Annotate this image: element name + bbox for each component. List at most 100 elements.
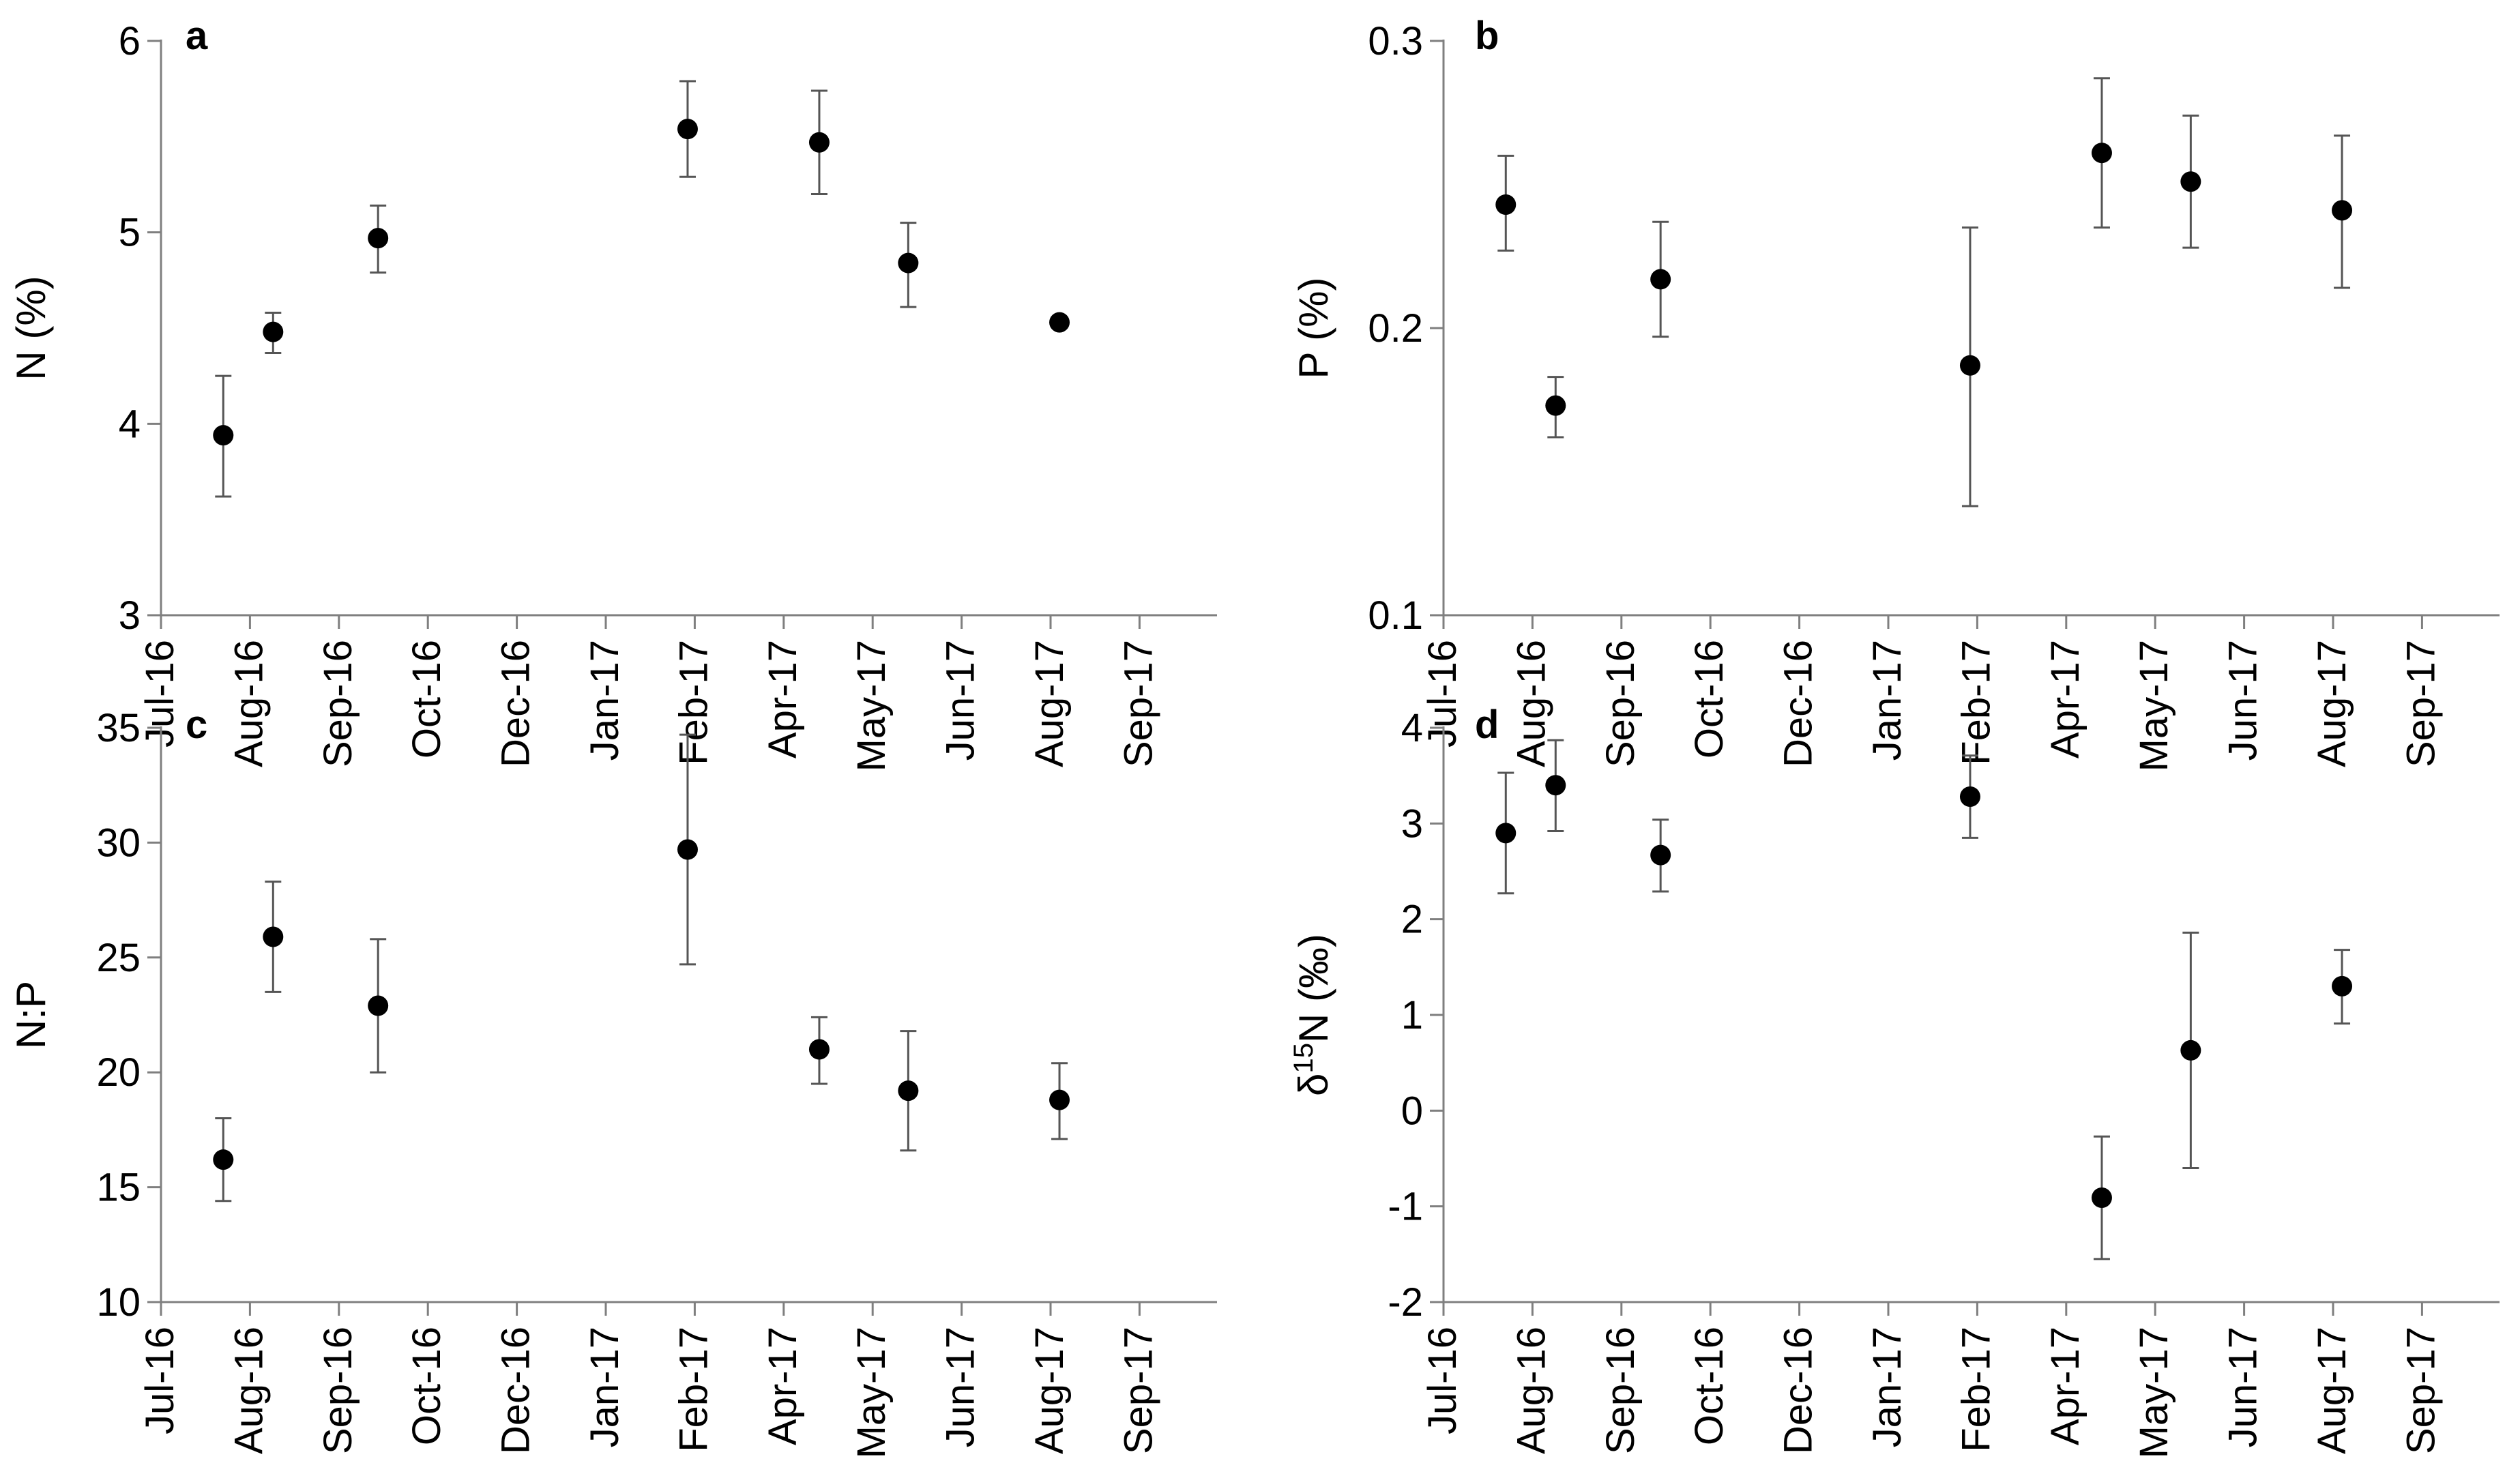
x-tick-label: Aug-16 xyxy=(1509,1327,1553,1454)
data-point xyxy=(898,1080,919,1102)
data-point xyxy=(1650,844,1671,866)
y-axis-title: N:P xyxy=(8,981,54,1049)
data-point xyxy=(1545,775,1566,796)
panel-c: 10 15 20 25 30 35 Jul-16 Aug-16 Sep-16 Oct-16 Dec-… xyxy=(8,703,1217,1458)
x-tick-label: Feb-17 xyxy=(1954,640,1998,765)
y-axis-title: P (%) xyxy=(1291,278,1336,379)
x-tick-label: Dec-16 xyxy=(1776,640,1821,767)
panel-d: -2 -1 0 1 2 3 4 Jul-16 Aug-16 Sep-16 Oct-16 Dec-16 J… xyxy=(1289,703,2500,1458)
x-tick-label: Apr-17 xyxy=(761,640,805,758)
x-tick-label: Feb-17 xyxy=(671,1327,716,1452)
y-tick-label: 0.2 xyxy=(1368,306,1423,351)
x-tick-label: Jan-17 xyxy=(1865,1327,1909,1447)
data-point xyxy=(1495,194,1517,215)
panel-label: d xyxy=(1475,703,1499,747)
y-tick-label: -1 xyxy=(1388,1185,1423,1229)
data-point xyxy=(2091,1187,2112,1209)
y-tick-label: 0 xyxy=(1401,1089,1423,1133)
y-tick-label: 25 xyxy=(96,936,141,980)
x-tick-label: Sep-17 xyxy=(2399,1327,2443,1454)
y-tick-label: 15 xyxy=(96,1166,141,1210)
data-point xyxy=(808,1039,830,1060)
data-point xyxy=(368,228,389,249)
x-tick-label: Sep-17 xyxy=(1116,1327,1160,1454)
x-tick-label: Aug-17 xyxy=(1027,1327,1072,1454)
x-tick-label: Aug-17 xyxy=(1027,640,1072,767)
x-tick-label: Aug-17 xyxy=(2310,1327,2354,1454)
data-point xyxy=(213,425,234,446)
x-tick-label: Sep-17 xyxy=(1116,640,1160,767)
x-tick-label: Aug-16 xyxy=(1509,640,1553,767)
data-point xyxy=(898,252,919,274)
data-point xyxy=(808,132,830,153)
x-tick-label: Jan-17 xyxy=(1865,640,1909,761)
data-point xyxy=(368,995,389,1016)
x-tick-label: May-17 xyxy=(2132,1327,2176,1458)
x-tick-label: Jun-17 xyxy=(2221,640,2266,761)
x-tick-label: May-17 xyxy=(2132,640,2176,771)
x-tick-label: Sep-16 xyxy=(1598,1327,1643,1454)
data-point xyxy=(2332,975,2353,997)
data-point xyxy=(677,119,698,140)
data-point xyxy=(1959,355,1980,376)
data-point xyxy=(2180,171,2201,192)
data-point xyxy=(2180,1039,2201,1061)
y-tick-label: 5 xyxy=(119,211,141,255)
data-point xyxy=(1959,786,1980,808)
data-point xyxy=(263,321,284,342)
y-tick-label: 4 xyxy=(1401,706,1423,750)
x-tick-label: Dec-16 xyxy=(494,640,538,767)
y-tick-label: 6 xyxy=(119,19,141,63)
x-tick-label: Sep-17 xyxy=(2399,640,2443,767)
x-tick-label: Sep-16 xyxy=(316,1327,360,1454)
x-tick-label: Oct-16 xyxy=(405,640,449,758)
x-tick-label: Oct-16 xyxy=(1687,1327,1731,1445)
x-tick-label: Apr-17 xyxy=(2043,640,2087,758)
data-point xyxy=(1049,312,1070,333)
x-tick-label: Apr-17 xyxy=(2043,1327,2087,1445)
y-axis-title: N (%) xyxy=(8,276,54,380)
x-tick-label: Jan-17 xyxy=(583,640,627,761)
x-tick-label: Apr-17 xyxy=(761,1327,805,1445)
y-tick-label: -2 xyxy=(1388,1280,1423,1325)
x-tick-label: Aug-16 xyxy=(226,640,271,767)
y-tick-label: 3 xyxy=(1401,801,1423,846)
panel-label: b xyxy=(1475,14,1499,58)
y-tick-label: 4 xyxy=(119,402,141,446)
data-point xyxy=(213,1149,234,1170)
y-tick-label: 10 xyxy=(96,1280,141,1325)
x-tick-label: Jan-17 xyxy=(583,1327,627,1447)
x-tick-label: Dec-16 xyxy=(494,1327,538,1454)
x-tick-label: Jun-17 xyxy=(2221,1327,2266,1447)
x-tick-label: Oct-16 xyxy=(1687,640,1731,758)
x-tick-label: Oct-16 xyxy=(405,1327,449,1445)
panel-label: c xyxy=(186,703,207,747)
y-tick-label: 35 xyxy=(96,706,141,750)
data-point xyxy=(2091,143,2112,164)
x-tick-label: Feb-17 xyxy=(1954,1327,1998,1452)
x-tick-label: Dec-16 xyxy=(1776,1327,1821,1454)
data-point xyxy=(677,839,698,860)
x-tick-label: Feb-17 xyxy=(671,640,716,765)
data-point xyxy=(1495,823,1517,844)
y-tick-label: 2 xyxy=(1401,898,1423,942)
x-tick-label: Aug-16 xyxy=(226,1327,271,1454)
y-tick-label: 20 xyxy=(96,1050,141,1095)
data-point xyxy=(1650,269,1671,290)
panel-label: a xyxy=(186,14,208,58)
y-tick-label: 30 xyxy=(96,821,141,865)
x-tick-label: Jul-16 xyxy=(138,1327,182,1434)
y-tick-label: 0.1 xyxy=(1368,593,1423,638)
x-tick-label: Sep-16 xyxy=(1598,640,1643,767)
y-tick-label: 3 xyxy=(119,593,141,638)
data-point xyxy=(263,926,284,947)
y-tick-label: 1 xyxy=(1401,993,1423,1037)
data-point xyxy=(1049,1089,1070,1110)
x-tick-label: Sep-16 xyxy=(316,640,360,767)
y-tick-label: 0.3 xyxy=(1368,19,1423,63)
x-tick-label: May-17 xyxy=(849,1327,894,1458)
